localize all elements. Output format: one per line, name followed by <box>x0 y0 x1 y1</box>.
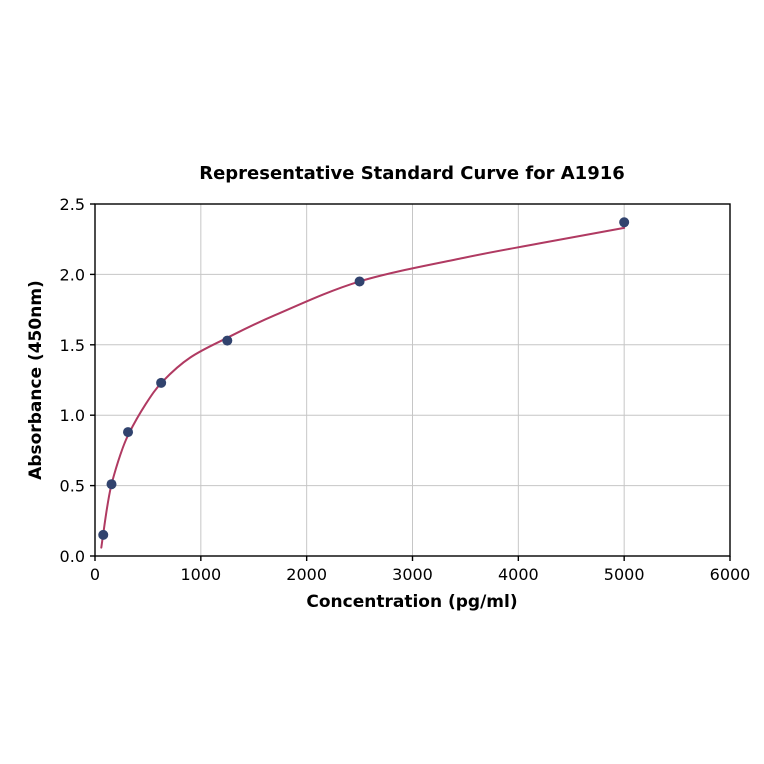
data-point <box>156 377 167 388</box>
x-tick-label: 6000 <box>710 565 751 584</box>
x-tick-label: 1000 <box>180 565 221 584</box>
x-tick-label: 0 <box>90 565 100 584</box>
x-tick-label: 5000 <box>604 565 645 584</box>
x-axis-label: Concentration (pg/ml) <box>306 592 517 612</box>
x-tick-label: 4000 <box>498 565 539 584</box>
y-tick-label: 1.0 <box>60 406 85 425</box>
y-tick-label: 2.0 <box>60 265 85 284</box>
data-point <box>123 427 134 438</box>
y-tick-label: 0.0 <box>60 547 85 566</box>
data-point <box>222 335 233 346</box>
y-tick-label: 2.5 <box>60 195 85 214</box>
y-tick-label: 1.5 <box>60 336 85 355</box>
data-point <box>98 529 109 540</box>
plot-area: 0 1000 2000 3000 4000 5000 6000 0.0 0.5 1.0 1.5 2.0… <box>60 195 751 584</box>
y-tick-label: 0.5 <box>60 477 85 496</box>
x-tick-label: 2000 <box>286 565 327 584</box>
data-point <box>354 276 365 287</box>
chart-title: Representative Standard Curve for A1916 <box>199 163 625 184</box>
data-point <box>619 217 630 228</box>
data-point <box>106 479 117 490</box>
y-axis-label: Absorbance (450nm) <box>26 280 46 480</box>
fit-curve <box>100 226 626 549</box>
x-tick-label: 3000 <box>392 565 433 584</box>
